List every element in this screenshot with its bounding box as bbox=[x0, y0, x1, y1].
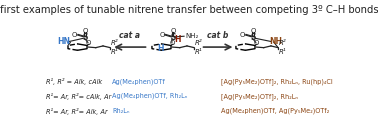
Text: NH₂: NH₂ bbox=[185, 33, 198, 39]
Text: O: O bbox=[72, 31, 77, 38]
Text: S: S bbox=[251, 33, 256, 42]
Text: S: S bbox=[83, 33, 88, 42]
Text: R²: R² bbox=[110, 40, 118, 46]
Text: [Ag(Py₅Me₂)OTf]₂, Rh₂Lₙ: [Ag(Py₅Me₂)OTf]₂, Rh₂Lₙ bbox=[221, 93, 298, 100]
Text: O: O bbox=[254, 40, 259, 46]
Text: O: O bbox=[251, 28, 256, 34]
Text: R²: R² bbox=[195, 40, 202, 46]
Text: Ag(Me₄phen)OTf: Ag(Me₄phen)OTf bbox=[112, 78, 166, 85]
Text: O: O bbox=[240, 31, 245, 38]
Text: O: O bbox=[170, 28, 176, 34]
Text: Rh₂Lₙ: Rh₂Lₙ bbox=[112, 108, 130, 114]
Text: cat a: cat a bbox=[119, 31, 141, 40]
Text: R²: R² bbox=[279, 40, 286, 46]
Text: HN: HN bbox=[57, 37, 70, 46]
Text: H: H bbox=[175, 35, 181, 44]
Text: O: O bbox=[160, 31, 165, 38]
Text: O: O bbox=[170, 40, 175, 46]
Text: R¹= Ar, R²= cAlk, Ar: R¹= Ar, R²= cAlk, Ar bbox=[46, 93, 111, 100]
Text: R¹: R¹ bbox=[195, 49, 202, 55]
Text: Ag(Me₄phen)OTf, Rh₂Lₙ: Ag(Me₄phen)OTf, Rh₂Lₙ bbox=[112, 93, 187, 99]
Text: R¹, R² = Alk, cAlk: R¹, R² = Alk, cAlk bbox=[46, 78, 102, 85]
Text: R¹: R¹ bbox=[110, 49, 118, 55]
Text: R¹: R¹ bbox=[279, 49, 286, 55]
Text: O: O bbox=[83, 28, 88, 34]
Text: [Ag(Py₅Me₂)OTf]₂, Rh₂Lₙ, Ru(hp)₄Cl: [Ag(Py₅Me₂)OTf]₂, Rh₂Lₙ, Ru(hp)₄Cl bbox=[221, 78, 333, 85]
Text: R¹= Ar, R²= Alk, Ar: R¹= Ar, R²= Alk, Ar bbox=[46, 108, 107, 115]
Text: first examples of tunable nitrene transfer between competing 3º C–H bonds: first examples of tunable nitrene transf… bbox=[0, 5, 378, 15]
Text: O: O bbox=[86, 40, 91, 46]
Text: NH: NH bbox=[270, 37, 282, 46]
Text: S: S bbox=[170, 33, 176, 42]
Text: cat b: cat b bbox=[207, 31, 229, 40]
Text: Ag(Me₄phen)OTf, Ag(Py₅Me₂)OTf₂: Ag(Me₄phen)OTf, Ag(Py₅Me₂)OTf₂ bbox=[221, 108, 329, 114]
Text: H: H bbox=[157, 44, 164, 53]
